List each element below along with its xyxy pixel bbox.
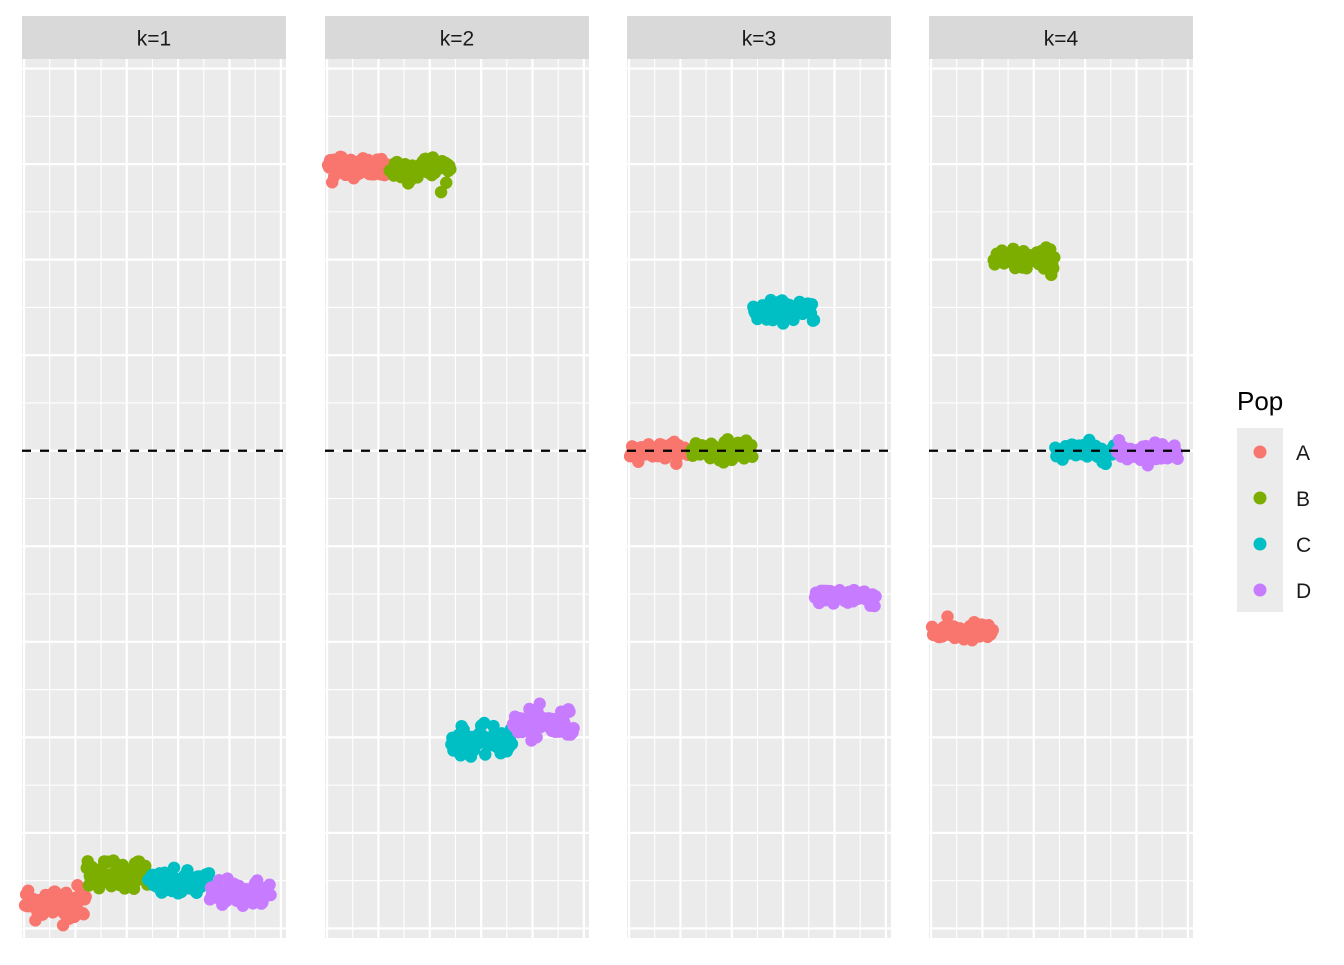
data-point-C <box>787 313 800 327</box>
panel-points <box>321 150 580 763</box>
legend-label-B: B <box>1296 488 1310 511</box>
legend-label-A: A <box>1296 442 1310 465</box>
facet-strip <box>325 16 589 59</box>
data-point-C <box>505 737 519 751</box>
facet-strip-label: k=3 <box>742 28 776 51</box>
facet-panel-4: k=4 <box>925 16 1193 938</box>
data-point-B <box>746 450 759 463</box>
panel-points <box>623 293 882 613</box>
data-point-A <box>79 890 92 904</box>
facet-strip-label: k=4 <box>1044 28 1079 51</box>
data-point-D <box>251 874 264 887</box>
legend-title: Pop <box>1237 386 1283 416</box>
data-point-B <box>440 176 453 189</box>
facet-panel-1: k=1 <box>18 16 286 938</box>
data-point-B <box>444 163 457 176</box>
legend-entry-B: B <box>1253 488 1310 511</box>
legend-entry-C: C <box>1253 534 1311 557</box>
data-point-D <box>530 731 543 744</box>
data-point-C <box>479 748 492 761</box>
data-point-B <box>745 439 758 452</box>
data-point-A <box>77 908 90 921</box>
facet-strip <box>627 16 891 59</box>
legend-entry-D: D <box>1253 580 1311 603</box>
legend-key-A <box>1253 445 1267 459</box>
legend-key-B <box>1253 491 1267 505</box>
facet-panels: k=1 k=2 k=3 k=4 <box>18 16 1193 938</box>
data-point-D <box>869 590 882 603</box>
data-point-C <box>167 861 181 874</box>
data-point-D <box>533 697 546 710</box>
data-point-A <box>986 623 999 637</box>
data-point-B <box>1048 251 1061 264</box>
data-point-D <box>1171 452 1184 465</box>
data-point-D <box>567 721 580 735</box>
data-point-C <box>805 298 819 311</box>
facet-strip <box>929 16 1193 59</box>
legend-key-D <box>1253 583 1267 597</box>
legend-key-background <box>1237 428 1283 612</box>
legend-label-D: D <box>1296 580 1311 603</box>
panel-points <box>18 854 277 932</box>
legend-entry-A: A <box>1253 442 1310 465</box>
legend-label-C: C <box>1296 534 1311 557</box>
data-point-D <box>563 705 576 718</box>
facet-panel-2: k=2 <box>321 16 589 938</box>
data-point-A <box>941 610 954 623</box>
data-point-B <box>1047 262 1060 275</box>
data-point-C <box>202 867 216 880</box>
data-point-D <box>264 888 277 902</box>
facet-panel-3: k=3 <box>623 16 891 938</box>
data-point-B <box>434 185 448 199</box>
facet-strip <box>22 16 286 59</box>
data-point-C <box>807 313 821 327</box>
data-point-D <box>868 599 881 613</box>
facet-strip-label: k=1 <box>137 28 171 51</box>
data-point-C <box>181 864 194 877</box>
facet-strip-label: k=2 <box>440 28 474 51</box>
legend-key-C <box>1253 537 1267 551</box>
data-point-D <box>263 878 276 891</box>
